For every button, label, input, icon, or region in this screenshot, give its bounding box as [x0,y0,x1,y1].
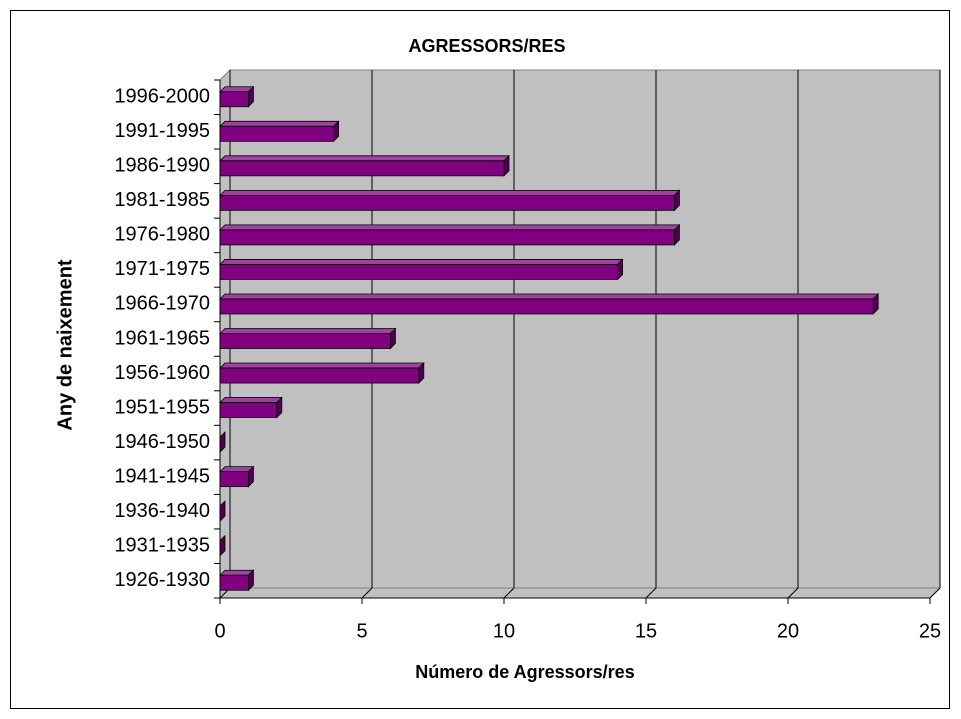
bar-top [219,259,624,265]
bar [219,264,619,280]
x-tick-label: 15 [635,620,657,642]
bar-top [219,155,510,162]
y-tick-label: 1936-1940 [114,500,210,522]
bar-top [219,224,681,231]
y-tick-label: 1961-1965 [114,327,210,349]
y-tick-label: 1956-1960 [114,362,210,384]
bar [219,91,249,108]
grid-floor [787,587,799,599]
y-tick-label: 1996-2000 [114,86,210,108]
bar-top [219,189,681,196]
y-tick-label: 1926-1930 [114,569,210,591]
x-tick-label: 25 [919,620,941,642]
bar-top [219,120,340,127]
bar [219,574,249,591]
bar [219,194,675,211]
chart-title: AGRESSORS/RES [408,36,565,56]
bar-top [219,397,283,403]
y-tick-label: 1951-1955 [114,396,210,418]
bar-top [219,466,255,473]
bar [219,229,675,246]
y-tick-label: 1991-1995 [114,120,210,142]
x-axis-title: Número de Agressors/res [415,662,634,682]
grid-floor [361,587,373,599]
x-tick-label: 0 [214,620,225,642]
y-tick-label: 1966-1970 [114,293,210,315]
y-tick-label: 1976-1980 [114,224,210,246]
y-tick-label: 1986-1990 [114,155,210,177]
bar [219,333,391,349]
grid-floor [503,587,515,599]
bar-top [219,293,880,300]
bar-side [219,534,226,557]
bar-top [219,362,425,369]
bar-top [219,328,397,334]
y-tick-label: 1946-1950 [114,431,210,453]
bar [219,160,505,177]
grid-floor [645,587,657,599]
x-tick-label: 5 [356,620,367,642]
grid-floor [929,587,941,599]
x-tick-label: 20 [777,620,799,642]
bar [219,367,420,384]
y-tick-label: 1931-1935 [114,534,210,556]
bar-side [219,431,226,454]
x-tick-label: 10 [493,620,515,642]
bar-top [219,569,255,576]
bar [219,298,874,315]
floor [218,587,942,599]
y-tick-label: 1941-1945 [114,465,210,487]
bar [219,402,278,418]
bar [219,125,334,142]
y-tick-label: 1981-1985 [114,189,210,211]
y-tick-label: 1971-1975 [114,258,210,280]
bar-side [219,500,226,523]
bar-top [219,86,255,93]
y-axis-title: Any de naixement [54,259,76,431]
bar [219,471,249,488]
